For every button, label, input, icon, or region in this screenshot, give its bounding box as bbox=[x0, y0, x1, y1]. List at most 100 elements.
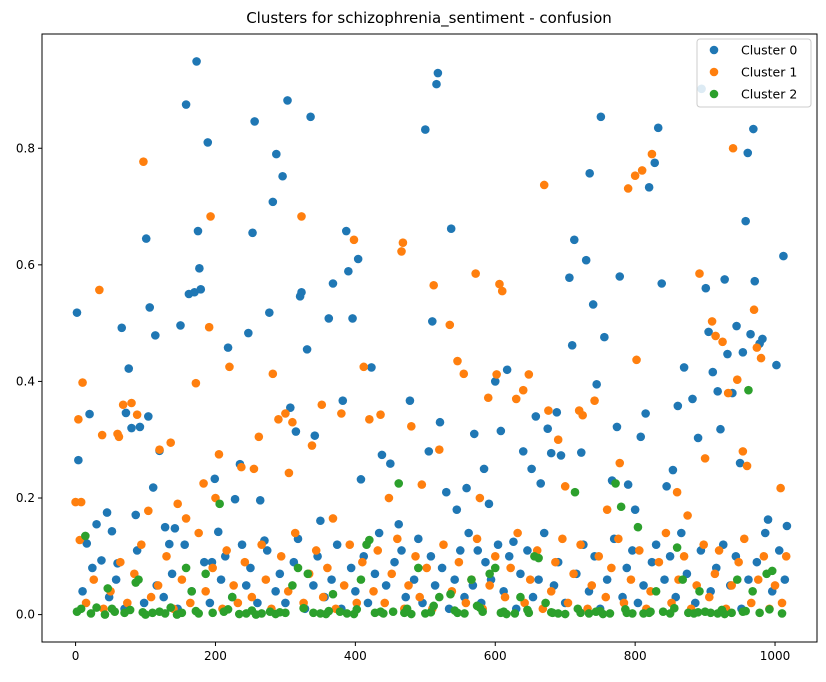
data-point bbox=[429, 601, 439, 611]
data-point bbox=[558, 534, 567, 544]
data-point bbox=[148, 608, 157, 618]
data-point bbox=[97, 556, 106, 565]
data-point bbox=[758, 334, 767, 344]
data-point bbox=[600, 332, 609, 342]
data-point bbox=[546, 607, 556, 617]
data-point bbox=[192, 57, 201, 66]
data-point bbox=[560, 482, 570, 491]
data-point bbox=[496, 426, 506, 436]
data-point bbox=[650, 158, 660, 168]
data-point bbox=[742, 461, 752, 471]
data-point bbox=[587, 581, 597, 590]
data-point bbox=[452, 505, 462, 514]
data-point bbox=[134, 575, 143, 584]
data-point bbox=[539, 180, 549, 190]
data-point bbox=[276, 552, 286, 561]
data-point bbox=[233, 598, 243, 608]
data-point bbox=[670, 603, 679, 613]
data-point bbox=[546, 448, 556, 458]
data-point bbox=[763, 515, 773, 524]
data-point bbox=[469, 429, 479, 439]
data-point bbox=[398, 238, 408, 247]
data-point bbox=[272, 149, 281, 159]
data-point bbox=[210, 474, 220, 484]
data-point bbox=[679, 552, 689, 561]
data-point bbox=[473, 546, 483, 555]
data-point bbox=[490, 563, 500, 573]
data-point bbox=[377, 450, 387, 460]
legend-label: Cluster 1 bbox=[741, 65, 797, 80]
data-point bbox=[176, 321, 185, 330]
data-point bbox=[432, 79, 441, 89]
data-point bbox=[381, 581, 391, 590]
data-point bbox=[187, 586, 196, 596]
y-tick-label: 0.0 bbox=[16, 608, 35, 622]
data-point bbox=[229, 581, 238, 590]
data-point bbox=[590, 396, 599, 405]
data-point bbox=[472, 534, 482, 544]
data-point bbox=[563, 598, 573, 608]
data-point bbox=[441, 487, 451, 497]
data-point bbox=[752, 343, 762, 352]
data-point bbox=[159, 592, 169, 602]
data-point bbox=[414, 534, 423, 544]
data-point bbox=[765, 605, 774, 614]
data-point bbox=[85, 409, 94, 419]
data-point bbox=[137, 540, 146, 549]
data-point bbox=[369, 586, 378, 596]
data-point bbox=[393, 534, 402, 544]
data-point bbox=[274, 415, 283, 424]
data-point bbox=[734, 557, 743, 567]
data-point bbox=[328, 514, 338, 523]
x-tick-label: 0 bbox=[72, 649, 80, 663]
data-point bbox=[644, 183, 654, 192]
data-point bbox=[500, 592, 510, 602]
data-point bbox=[695, 586, 704, 596]
data-point bbox=[162, 552, 171, 561]
data-point bbox=[706, 608, 715, 618]
data-point bbox=[244, 328, 253, 338]
data-point bbox=[677, 528, 686, 538]
data-point bbox=[717, 605, 727, 615]
data-point bbox=[424, 447, 434, 456]
data-point bbox=[421, 125, 430, 134]
data-point bbox=[170, 524, 180, 533]
data-point bbox=[777, 609, 787, 618]
points-layer bbox=[71, 57, 792, 619]
data-point bbox=[181, 100, 191, 109]
data-point bbox=[374, 528, 384, 538]
data-point bbox=[693, 433, 703, 443]
data-point bbox=[97, 430, 107, 440]
data-point bbox=[584, 609, 594, 618]
data-point bbox=[223, 605, 233, 614]
data-point bbox=[324, 314, 334, 323]
data-point bbox=[767, 566, 777, 576]
data-point bbox=[428, 317, 437, 326]
data-point bbox=[180, 540, 189, 549]
data-point bbox=[166, 438, 175, 447]
data-point bbox=[739, 534, 749, 544]
data-point bbox=[92, 603, 101, 612]
data-point bbox=[732, 375, 742, 384]
data-point bbox=[167, 569, 177, 579]
data-point bbox=[384, 493, 394, 503]
data-point bbox=[356, 475, 366, 484]
plot-frame bbox=[41, 33, 818, 643]
data-point bbox=[672, 543, 682, 552]
data-point bbox=[191, 378, 201, 388]
data-point bbox=[459, 369, 469, 379]
data-point bbox=[290, 528, 300, 538]
data-point bbox=[483, 393, 493, 403]
data-point bbox=[397, 247, 406, 256]
data-point bbox=[746, 329, 755, 339]
data-point bbox=[293, 563, 303, 573]
data-point bbox=[484, 499, 494, 509]
data-point bbox=[434, 445, 444, 454]
data-point bbox=[405, 396, 415, 405]
data-point bbox=[107, 604, 117, 614]
data-point bbox=[502, 365, 512, 375]
data-point bbox=[435, 417, 445, 427]
data-point bbox=[165, 539, 174, 549]
data-point bbox=[367, 363, 376, 372]
data-point bbox=[510, 609, 520, 618]
